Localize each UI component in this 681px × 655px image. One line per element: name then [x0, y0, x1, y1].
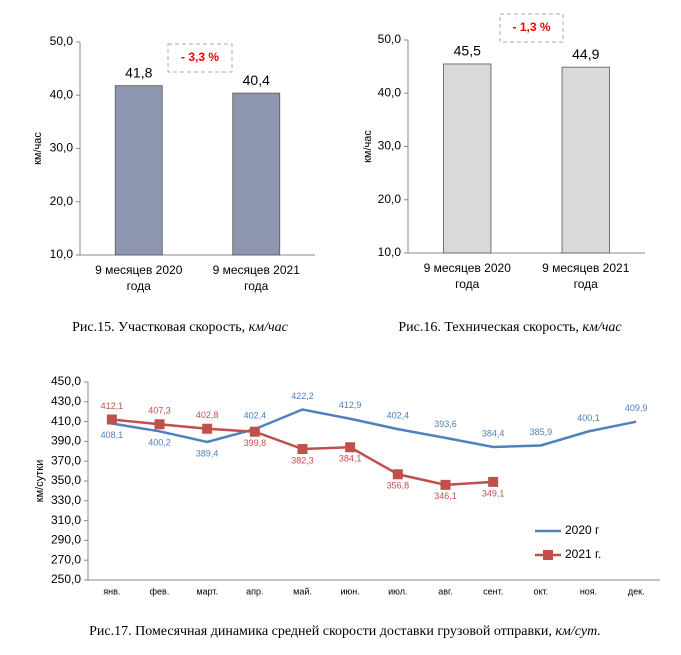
caption-text: Рис.17. Помесячная динамика средней скор…: [89, 624, 552, 639]
value-label: 400,1: [577, 413, 600, 423]
y-tick-label: 410,0: [51, 414, 81, 428]
x-tick-label: апр.: [246, 586, 263, 596]
value-label: 45,5: [454, 43, 481, 59]
x-tick-label: 9 месяцев 2020 года: [95, 263, 183, 293]
y-axis-label: км/час: [362, 130, 374, 163]
value-label: 400,2: [148, 438, 171, 448]
value-label: 422,2: [291, 391, 314, 401]
y-tick-label: 50,0: [50, 34, 74, 48]
bar: [114, 85, 163, 256]
caption: Рис.16. Техническая скорость, км/час: [398, 320, 622, 335]
point: [488, 476, 499, 487]
value-label: 384,4: [482, 428, 505, 438]
y-tick-label: 50,0: [378, 32, 402, 46]
x-tick-label: 9 месяцев 2020 года: [423, 261, 511, 291]
value-label: 389,4: [196, 448, 219, 458]
y-tick-label: 20,0: [50, 194, 74, 208]
x-tick-label: март.: [196, 586, 218, 596]
y-tick-label: 20,0: [378, 192, 402, 206]
caption: Рис.17. Помесячная динамика средней скор…: [89, 624, 601, 639]
value-label: 393,6: [434, 419, 457, 429]
value-label: 408,1: [101, 430, 124, 440]
y-tick-label: 450,0: [51, 374, 81, 388]
point: [202, 423, 213, 434]
y-tick-label: 250,0: [51, 572, 81, 586]
y-tick-label: 40,0: [378, 85, 402, 99]
y-tick-label: 30,0: [50, 141, 74, 155]
point: [106, 414, 117, 425]
x-tick-label: июл.: [388, 586, 407, 596]
x-tick-label: 9 месяцев 2021 года: [542, 261, 630, 291]
y-tick-label: 350,0: [51, 473, 81, 487]
caption-unit: км/сут.: [555, 624, 601, 639]
point: [440, 479, 451, 490]
x-tick-label: фев.: [150, 586, 170, 596]
point: [345, 442, 356, 453]
value-label: 402,8: [196, 410, 219, 420]
caption-unit: км/час: [582, 320, 622, 335]
y-tick-label: 290,0: [51, 533, 81, 547]
value-label: 385,9: [530, 427, 553, 437]
caption-text: Рис.16. Техническая скорость,: [398, 320, 578, 335]
bar: [561, 66, 610, 254]
point: [297, 444, 308, 455]
y-tick-label: 40,0: [50, 87, 74, 101]
annotation-box: [499, 13, 564, 43]
legend-label: 2020 г: [565, 523, 600, 537]
x-tick-label: окт.: [533, 586, 548, 596]
annotation-box: [167, 43, 233, 73]
x-tick-label: авг.: [438, 586, 452, 596]
y-tick-label: 30,0: [378, 139, 402, 153]
y-axis-label: км/сутки: [34, 460, 46, 502]
x-tick-label: дек.: [628, 586, 645, 596]
point: [249, 426, 260, 437]
bar: [443, 63, 492, 254]
value-label: 41,8: [125, 64, 152, 80]
value-label: 409,9: [625, 403, 648, 413]
x-tick-label: 9 месяцев 2021 года: [212, 263, 300, 293]
value-label: 40,4: [243, 72, 270, 88]
value-label: 407,3: [148, 406, 171, 416]
x-tick-label: янв.: [103, 586, 120, 596]
y-axis-label: км/час: [32, 132, 44, 165]
y-tick-label: 390,0: [51, 434, 81, 448]
x-tick-label: сент.: [483, 586, 503, 596]
point: [392, 469, 403, 480]
caption: Рис.15. Участковая скорость, км/час: [72, 320, 289, 335]
x-tick-label: июн.: [341, 586, 360, 596]
y-tick-label: 370,0: [51, 453, 81, 467]
value-label: 382,3: [291, 455, 314, 465]
annotation: - 1,3 %: [512, 20, 550, 34]
value-label: 349,1: [482, 488, 505, 498]
value-label: 412,9: [339, 400, 362, 410]
y-tick-label: 330,0: [51, 493, 81, 507]
value-label: 384,1: [339, 454, 362, 464]
x-tick-label: май.: [293, 586, 312, 596]
x-tick-label: ноя.: [580, 586, 597, 596]
y-tick-label: 430,0: [51, 394, 81, 408]
y-tick-label: 10,0: [50, 247, 74, 261]
value-label: 346,1: [434, 491, 457, 501]
y-tick-label: 10,0: [378, 245, 402, 259]
value-label: 44,9: [572, 46, 599, 62]
point: [154, 419, 165, 430]
legend-label: 2021 г.: [565, 547, 601, 561]
value-label: 402,4: [387, 410, 410, 420]
value-label: 356,8: [387, 481, 410, 491]
y-tick-label: 270,0: [51, 552, 81, 566]
series-line: [111, 408, 637, 449]
value-label: 412,1: [101, 401, 124, 411]
bar: [232, 92, 281, 256]
value-label: 402,4: [244, 410, 267, 420]
caption-text: Рис.15. Участковая скорость,: [72, 320, 245, 335]
value-label: 399,8: [244, 438, 267, 448]
caption-unit: км/час: [249, 320, 289, 335]
annotation: - 3,3 %: [181, 50, 219, 64]
y-tick-label: 310,0: [51, 513, 81, 527]
legend-marker: [543, 550, 553, 560]
